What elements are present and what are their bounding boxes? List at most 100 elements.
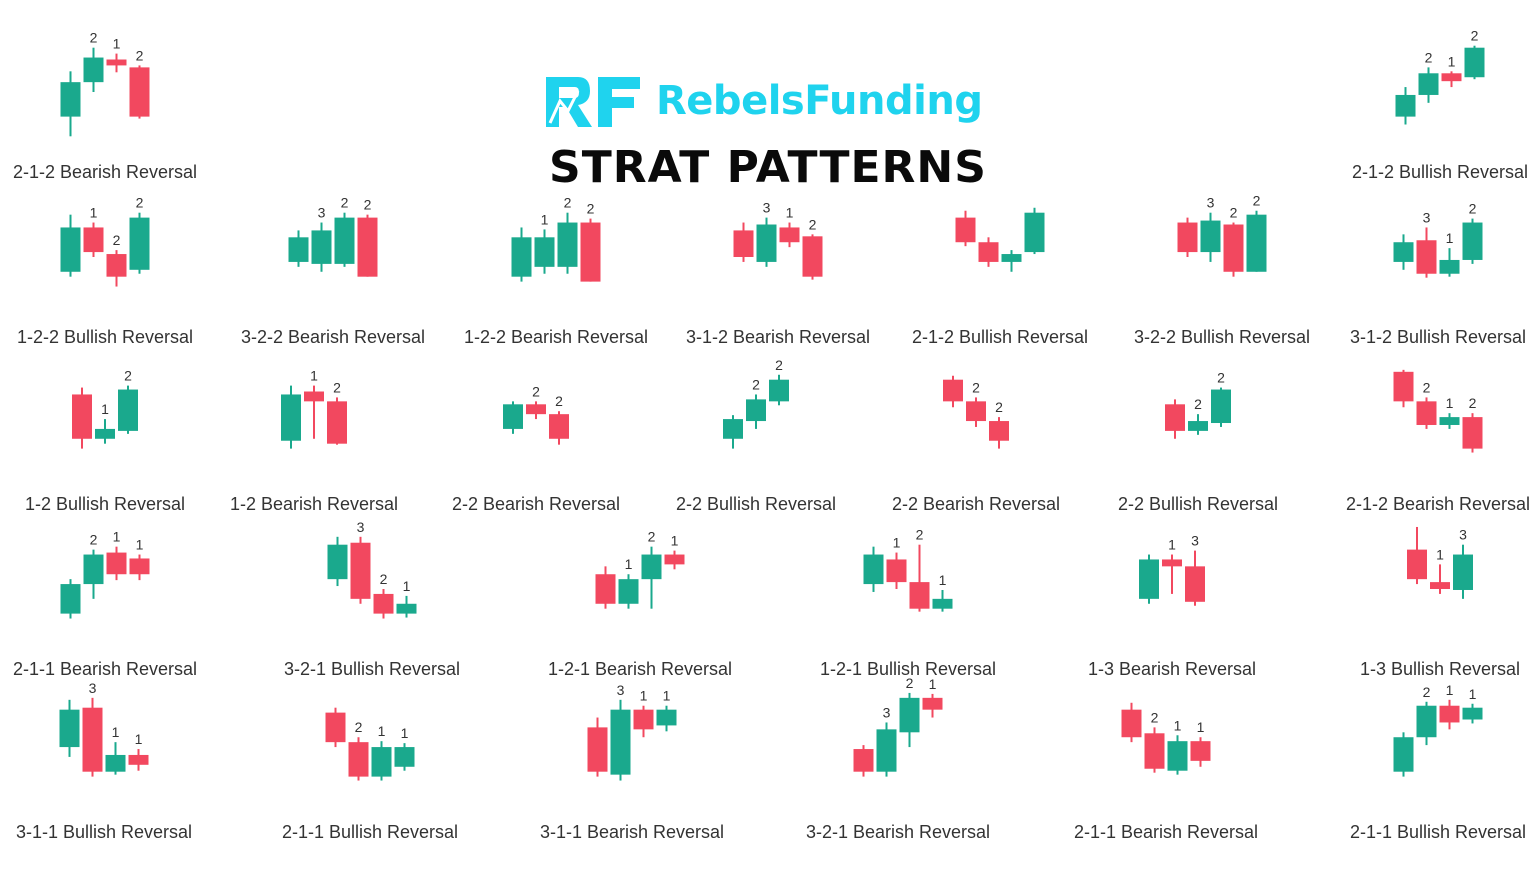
candle-number: 2 [564,195,572,211]
bearish-candle [802,236,823,277]
bullish-candle [1139,559,1159,599]
bearish-candle [106,59,127,66]
pattern-group: 22 2-2 Bearish Reversal [452,383,620,514]
pattern-group: 1 211-2-1 Bullish Reversal [820,527,996,679]
pattern-label: 3-1-1 Bearish Reversal [540,822,724,842]
bearish-candle [1177,222,1198,253]
bullish-candle [1395,94,1416,117]
bullish-candle [1464,47,1485,78]
bearish-candle [1430,582,1450,589]
candle-number: 2 [1194,396,1202,412]
brand-logo: RebelsFunding [542,66,983,136]
candle-number: 3 [883,704,891,720]
pattern-label: 1-3 Bearish Reversal [1088,659,1256,679]
bullish-candle [83,57,104,83]
bearish-candle [129,558,150,575]
candle-number: 1 [929,676,937,692]
bearish-candle [955,217,976,243]
candle-number: 2 [1253,193,1261,209]
candle-number: 1 [403,578,411,594]
bullish-candle [1418,73,1439,95]
bullish-candle [60,584,81,614]
bearish-candle [526,404,546,415]
bearish-candle [779,227,800,243]
pattern-label: 2-2 Bearish Reversal [452,494,620,514]
bullish-candle [899,697,920,733]
candle-number: 1 [625,556,633,572]
bullish-candle [1246,214,1267,272]
pattern-label: 3-1-1 Bullish Reversal [16,822,192,842]
bearish-candle [664,554,685,565]
bearish-candle [304,391,324,402]
bullish-candle [311,230,332,264]
bearish-candle [886,559,907,583]
bullish-candle [1453,554,1473,590]
bearish-candle [733,230,754,257]
candle-number: 2 [648,529,656,545]
bullish-candle [1439,417,1460,425]
bullish-candle [129,217,150,270]
pattern-label: 3-1-2 Bullish Reversal [1350,327,1526,347]
bullish-candle [60,82,81,117]
bullish-candle [288,237,309,262]
header: RebelsFunding STRAT PATTERNS [480,62,1056,202]
bullish-candle [746,399,766,422]
bullish-candle [1167,741,1188,771]
pattern-label: 1-2 Bullish Reversal [25,494,185,514]
candle-number: 1 [541,211,549,227]
candle-number: 1 [1197,719,1205,735]
pattern-label: 1-3 Bullish Reversal [1360,659,1520,679]
pattern-label: 1-2-2 Bearish Reversal [464,327,648,347]
bearish-candle [129,67,150,117]
pattern-label: 3-1-2 Bearish Reversal [686,327,870,347]
candle-number: 2 [1423,379,1431,395]
bearish-candle [1121,709,1142,738]
bearish-candle [1416,240,1437,274]
candle-number: 2 [1230,205,1238,221]
candle-number: 2 [972,379,980,395]
candle-number: 2 [775,357,783,373]
candle-number: 2 [341,195,349,211]
bearish-candle [922,697,943,710]
bullish-candle [656,709,677,726]
candle-number: 2 [90,30,98,46]
candle-number: 1 [113,529,121,545]
candle-number: 3 [617,682,625,698]
bearish-candle [325,712,346,743]
candle-number: 2 [355,719,363,735]
candle-number: 1 [1446,682,1454,698]
bullish-candle [1393,737,1414,772]
bearish-candle [82,707,103,772]
rf-logo-icon [546,77,640,127]
bullish-candle [1211,389,1231,424]
bullish-candle [756,224,777,262]
candle-number: 1 [113,36,121,52]
candle-number: 2 [136,47,144,63]
candle-number: 1 [893,535,901,551]
pattern-group: 32 1 3-2-1 Bearish Reversal [806,675,990,842]
bearish-candle [1462,417,1483,449]
pattern-label: 2-1-1 Bearish Reversal [1074,822,1258,842]
bearish-candle [549,414,569,439]
candle-number: 3 [1423,209,1431,225]
bullish-candle [1200,220,1221,253]
candle-number: 1 [135,731,143,747]
bearish-candle [83,227,104,253]
bullish-candle [396,603,417,614]
bearish-candle [327,401,347,444]
pattern-group: 22 2-2 Bearish Reversal [892,375,1060,514]
pattern-label: 3-2-1 Bullish Reversal [284,659,460,679]
pattern-group: 12 1-2 Bearish Reversal [230,368,398,514]
bearish-candle [1439,705,1460,723]
candle-number: 2 [916,527,924,543]
pattern-group: 312 3-1-2 Bullish Reversal [1350,201,1526,347]
bearish-candle [72,394,92,439]
pattern-label: 2-1-2 Bearish Reversal [1346,494,1530,514]
pattern-label: 1-2-2 Bullish Reversal [17,327,193,347]
bearish-candle [989,421,1009,441]
bearish-candle [348,742,369,777]
pattern-group: 22 2-2 Bullish Reversal [1118,370,1278,514]
